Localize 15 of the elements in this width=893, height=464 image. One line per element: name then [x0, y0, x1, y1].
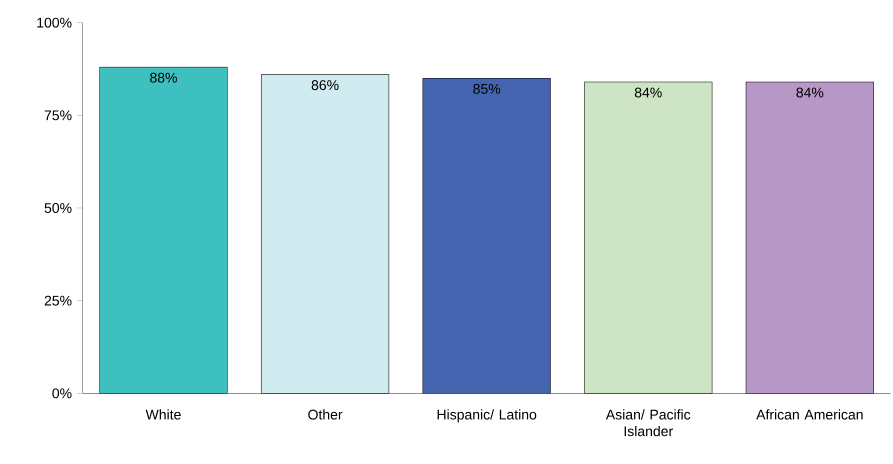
y-tick-label: 100% — [37, 18, 72, 28]
data-label: 84% — [796, 88, 824, 98]
x-tick-label: African American — [756, 409, 863, 420]
y-tick-label: 25% — [44, 296, 72, 306]
x-tick-label: Other — [308, 409, 342, 420]
y-tick-label: 0% — [52, 388, 72, 398]
x-tick-label: White — [146, 409, 181, 420]
x-tick-label: Hispanic/ Latino — [438, 409, 536, 422]
data-label: 88% — [150, 72, 177, 83]
data-label: 85% — [473, 84, 500, 94]
data-label: 86% — [312, 80, 339, 90]
y-tick-label: 75% — [44, 110, 72, 120]
data-label: 84% — [634, 88, 662, 98]
x-tick-label: Asian/ Pacific Islander — [606, 409, 690, 436]
y-tick-label: 50% — [44, 203, 72, 213]
